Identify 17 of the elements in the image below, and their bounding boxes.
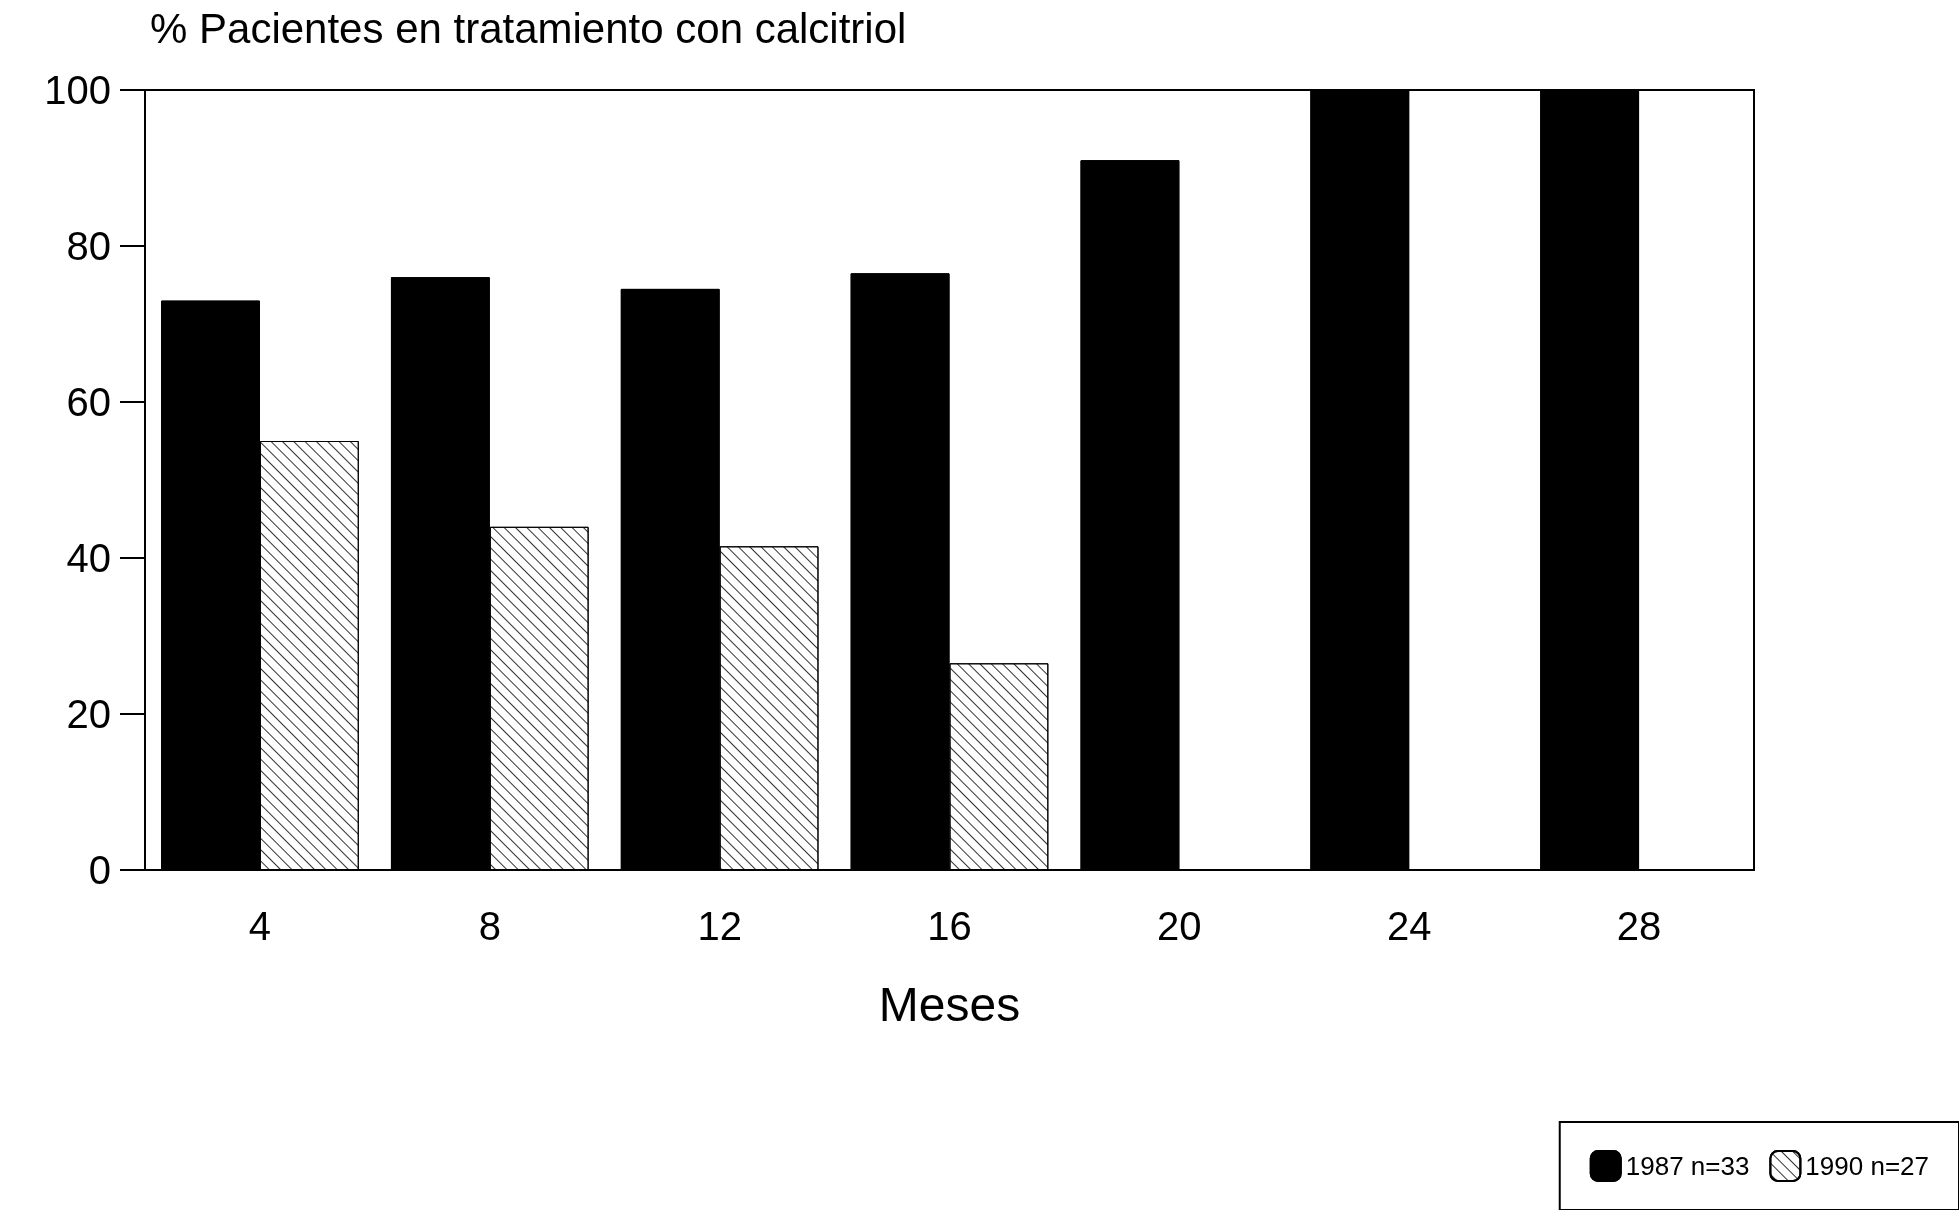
y-tick-label: 0 [88,848,111,892]
y-tick-label: 20 [66,692,111,736]
x-tick-label: 28 [1616,904,1662,948]
x-tick-label: 8 [478,904,501,948]
chart-title: % Pacientes en tratamiento con calcitriol [150,4,907,52]
legend-label: 1990 n=27 [1805,1151,1930,1181]
x-tick-label: 20 [1157,904,1202,948]
y-tick-label: 40 [66,536,111,580]
x-tick-label: 4 [248,904,272,948]
y-tick-label: 100 [44,68,111,112]
y-tick-label: 60 [66,380,111,424]
x-tick-label: 24 [1386,904,1432,948]
y-tick-label: 80 [66,224,111,268]
legend-label: 1987 n=33 [1625,1151,1750,1181]
x-tick-label: 12 [697,904,742,948]
x-axis-title: Meses [878,977,1021,1031]
x-tick-label: 16 [927,904,972,948]
